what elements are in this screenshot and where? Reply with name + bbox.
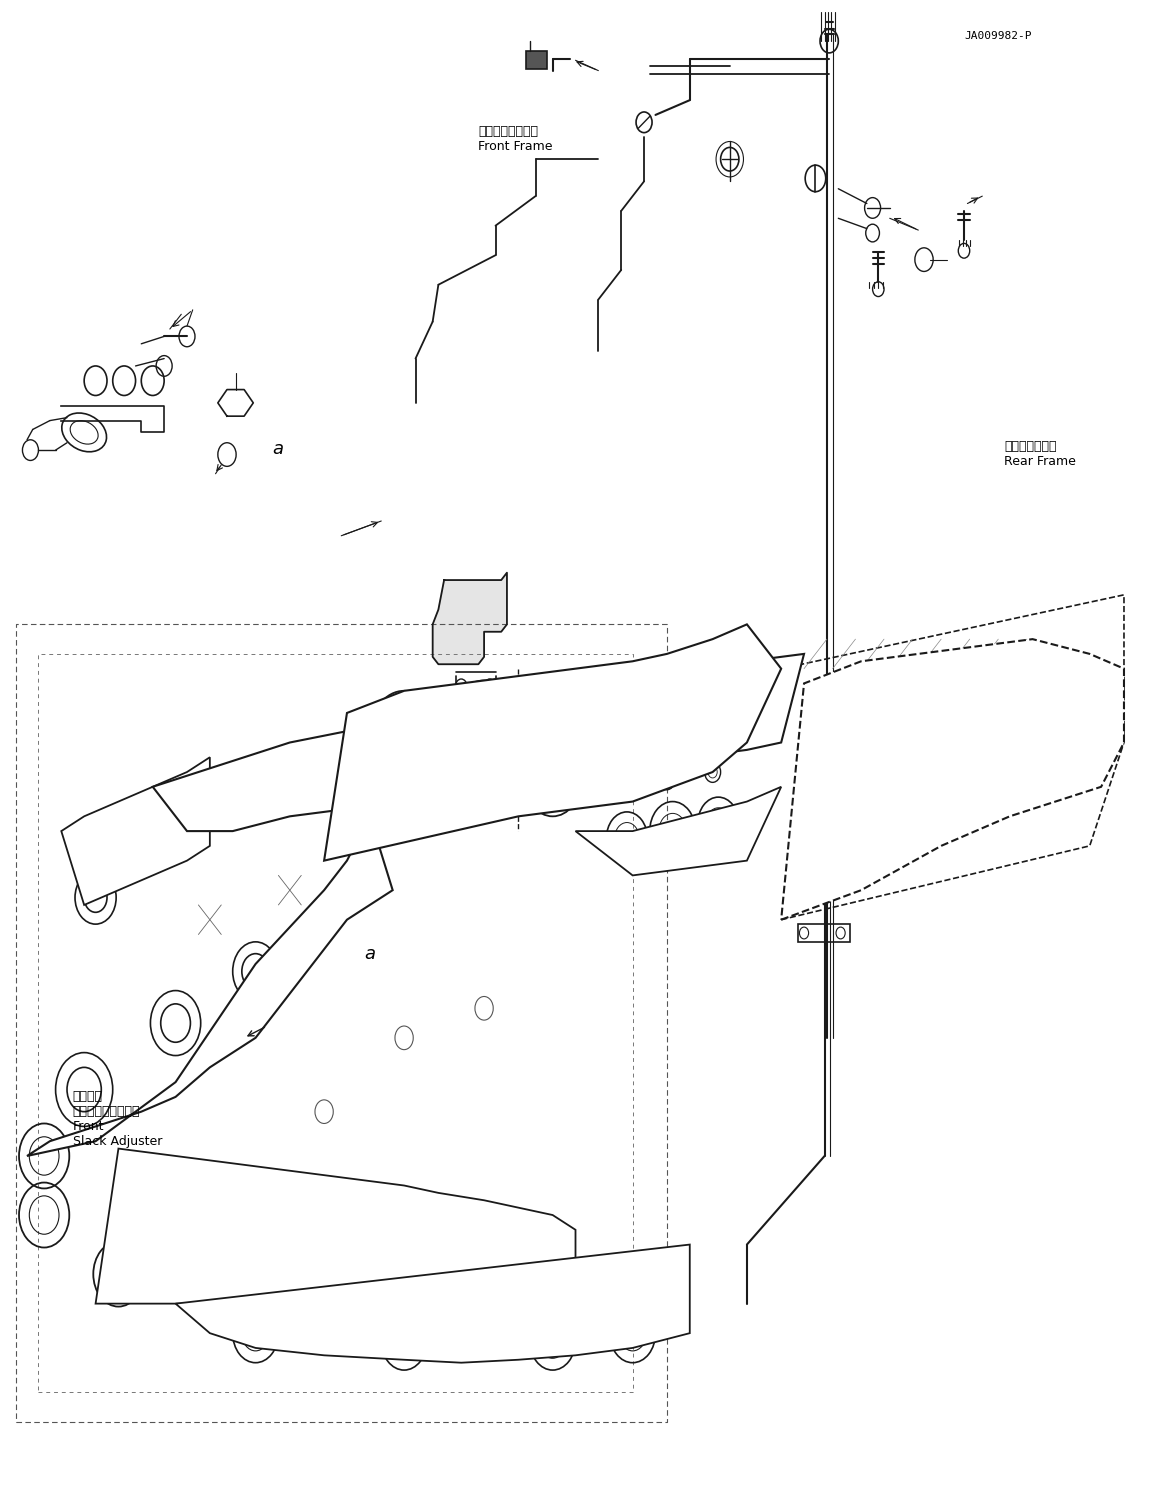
Polygon shape — [782, 639, 1125, 919]
Text: フロントフレーム
Front Frame: フロントフレーム Front Frame — [479, 125, 552, 153]
Text: a: a — [273, 440, 283, 457]
Polygon shape — [153, 653, 805, 832]
Text: フロント
スラックアジャスタ
Front
Slack Adjuster: フロント スラックアジャスタ Front Slack Adjuster — [73, 1090, 162, 1148]
Polygon shape — [26, 817, 392, 1155]
Polygon shape — [176, 1244, 689, 1363]
Bar — [526, 52, 547, 70]
Polygon shape — [61, 757, 209, 904]
Text: JA009982-P: JA009982-P — [965, 31, 1031, 42]
Text: リヤーフレーム
Rear Frame: リヤーフレーム Rear Frame — [1004, 440, 1076, 468]
Text: a: a — [364, 944, 375, 962]
Polygon shape — [96, 1148, 576, 1304]
Polygon shape — [325, 624, 782, 861]
Polygon shape — [576, 787, 782, 875]
Bar — [799, 924, 849, 941]
Polygon shape — [433, 573, 506, 664]
